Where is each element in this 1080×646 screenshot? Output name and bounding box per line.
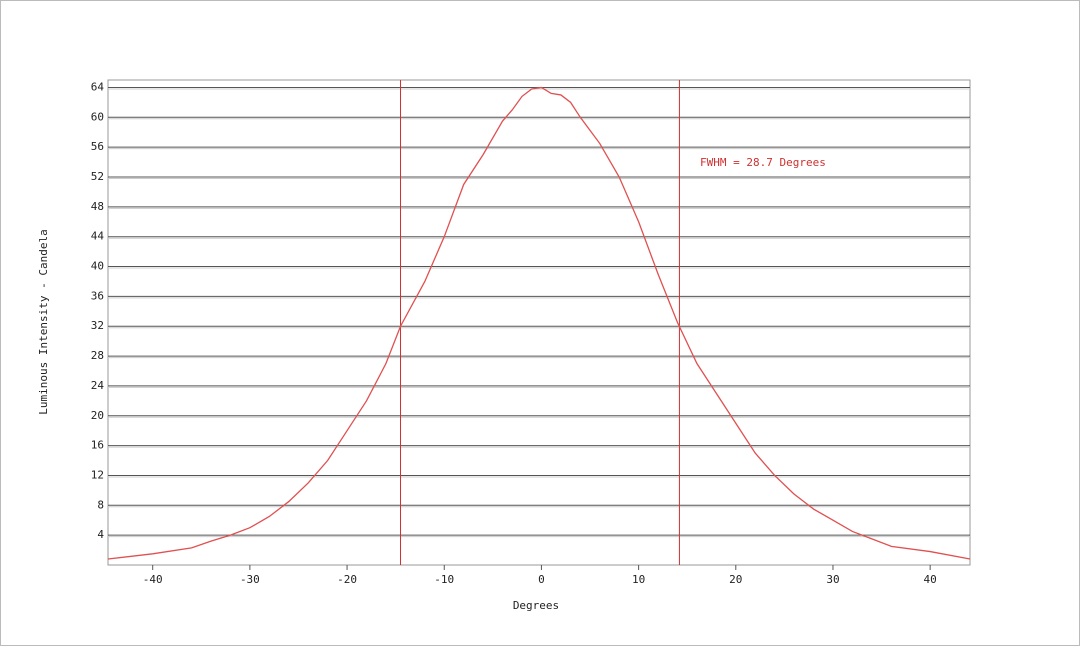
- y-tick-label: 52: [91, 170, 104, 183]
- y-tick-label: 20: [91, 409, 104, 422]
- x-tick-label: 10: [632, 573, 645, 586]
- y-tick-label: 12: [91, 468, 104, 481]
- y-axis-label: Luminous Intensity - Candela: [37, 229, 50, 414]
- x-tick-label: -10: [434, 573, 454, 586]
- y-tick-label: 4: [97, 528, 104, 541]
- x-tick-label: -40: [143, 573, 163, 586]
- y-tick-label: 60: [91, 110, 104, 123]
- y-tick-label: 28: [91, 349, 104, 362]
- y-tick-label: 32: [91, 319, 104, 332]
- x-tick-label: 30: [826, 573, 839, 586]
- x-tick-label: 40: [924, 573, 937, 586]
- y-tick-label: 24: [91, 379, 105, 392]
- plot-area: [107, 79, 971, 566]
- y-tick-label: 44: [91, 230, 105, 243]
- y-tick-label: 56: [91, 140, 104, 153]
- x-tick-label: -30: [240, 573, 260, 586]
- x-tick-label: -20: [337, 573, 357, 586]
- y-tick-label: 48: [91, 200, 104, 213]
- data-line: [107, 86, 971, 560]
- x-axis-label: Degrees: [513, 599, 559, 612]
- y-tick-label: 64: [91, 80, 105, 93]
- annotation: FWHM = 28.7 Degrees: [700, 156, 826, 169]
- y-tick-label: 36: [91, 289, 104, 302]
- x-tick-label: 20: [729, 573, 742, 586]
- y-tick-label: 40: [91, 260, 104, 273]
- y-tick-label: 16: [91, 439, 104, 452]
- x-tick-label: 0: [538, 573, 545, 586]
- y-tick-label: 8: [97, 498, 104, 511]
